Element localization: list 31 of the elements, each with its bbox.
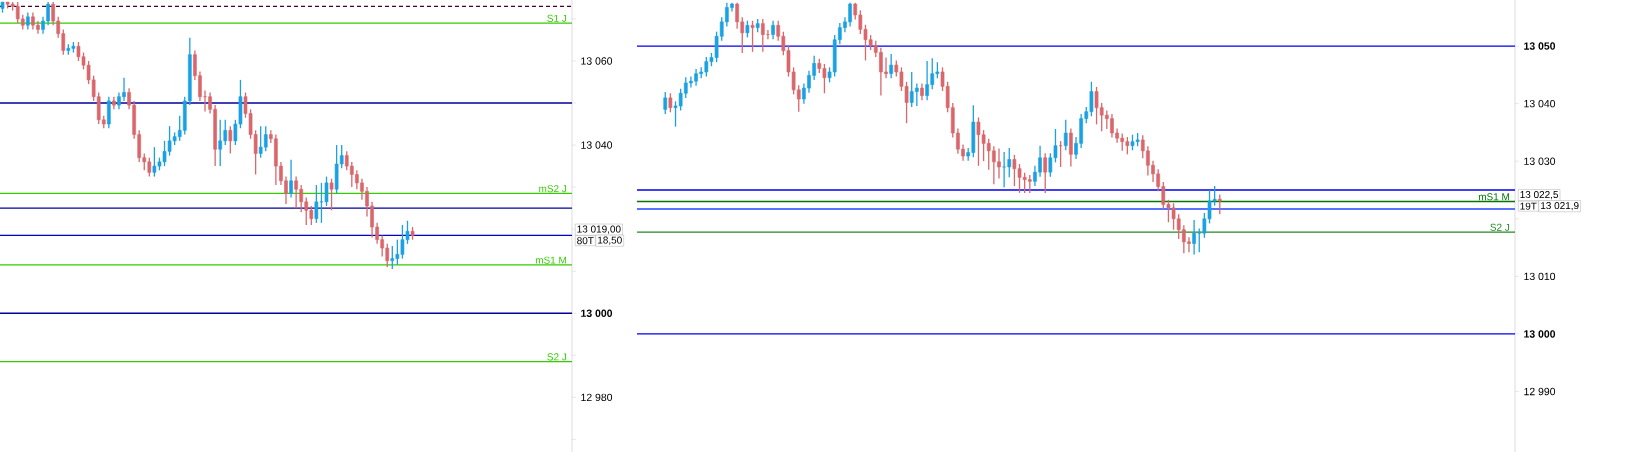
ref-line-label: S2 J	[547, 353, 567, 361]
text: 13 021,9	[1541, 202, 1579, 211]
candlestick	[1217, 193, 1222, 215]
candlestick	[329, 178, 334, 211]
y-tick-label: 13 040	[1524, 99, 1556, 108]
y-tick-label: 13 000	[581, 309, 613, 317]
y-tick-label: 13 060	[581, 57, 613, 65]
candlestick	[218, 119, 223, 167]
y-tick-label: 13 040	[581, 141, 613, 149]
ref-line-label: mS2 J	[539, 185, 567, 193]
candlestick	[750, 20, 755, 53]
candlestick	[668, 92, 673, 113]
ref-line-label: S1 J	[547, 14, 567, 22]
text: 18,50	[598, 236, 622, 245]
text: 13 019,00	[577, 225, 621, 234]
candlestick	[1007, 147, 1012, 178]
y-tick-label: 12 990	[1524, 387, 1556, 396]
text: 19T	[1520, 202, 1537, 210]
y-tick-label: 13 010	[1524, 272, 1556, 281]
ref-line-label: mS1 M	[535, 256, 566, 264]
y-tick-label: 13 000	[1524, 330, 1556, 338]
y-tick-label: 13 030	[1524, 157, 1556, 165]
ref-line-label: mS1 M	[1478, 193, 1509, 201]
text: 80T	[577, 237, 594, 245]
candlestick	[228, 125, 233, 155]
y-tick-label: 13 050	[1524, 42, 1556, 50]
ref-line-label: S2 J	[1490, 223, 1510, 231]
candlestick	[314, 184, 319, 224]
y-tick-label: 12 980	[581, 393, 613, 402]
text: 13 022,5	[1520, 191, 1559, 200]
candlestick	[324, 175, 329, 207]
